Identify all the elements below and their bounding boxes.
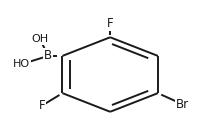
Text: OH: OH bbox=[31, 34, 49, 44]
Text: F: F bbox=[107, 17, 113, 30]
Text: B: B bbox=[44, 49, 52, 62]
Text: Br: Br bbox=[176, 98, 189, 111]
Text: HO: HO bbox=[13, 59, 30, 69]
Text: F: F bbox=[39, 99, 45, 112]
